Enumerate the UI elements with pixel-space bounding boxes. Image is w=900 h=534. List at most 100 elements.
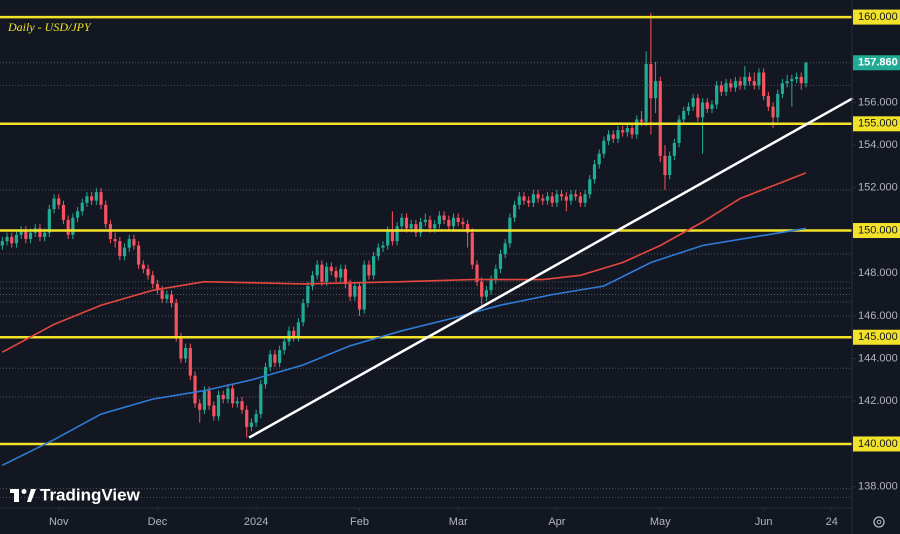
candle-body: [762, 72, 766, 97]
candle-body: [611, 134, 615, 139]
candle-body: [118, 241, 122, 257]
candle-body: [19, 230, 23, 235]
candle-body: [273, 354, 277, 363]
candle-body: [292, 330, 296, 338]
candle-body: [174, 303, 178, 338]
candle-body: [668, 155, 672, 176]
candle-body: [231, 388, 235, 404]
x-tick-label: May: [650, 516, 671, 528]
candle-body: [278, 350, 282, 363]
candle-body: [630, 128, 634, 135]
candle-body: [367, 264, 371, 276]
line-series: [1, 172, 807, 353]
candle-body: [226, 388, 230, 400]
candle-body: [550, 196, 554, 203]
candle-body: [362, 264, 366, 310]
candle-body: [381, 245, 385, 248]
candle-body: [52, 198, 56, 210]
candle-body: [254, 414, 258, 423]
candle-body: [404, 217, 409, 229]
candle-body: [390, 230, 394, 242]
candle-body: [301, 303, 305, 323]
candle-body: [127, 239, 131, 248]
brand-name: TradingView: [40, 485, 141, 504]
settings-icon[interactable]: [873, 516, 885, 528]
candle-body: [325, 266, 329, 282]
level-label: 155.000: [858, 118, 898, 130]
candle-body: [409, 224, 413, 229]
candle-body: [184, 347, 188, 359]
candle-body: [10, 236, 14, 244]
candle-body: [715, 85, 719, 105]
candle-body: [719, 85, 723, 92]
y-tick-label: 156.000: [858, 96, 898, 108]
candle-body: [545, 196, 550, 201]
candle-body: [353, 286, 357, 297]
candle-body: [536, 194, 540, 199]
candle-body: [428, 219, 432, 229]
candle-body: [122, 247, 127, 257]
candle-body: [691, 98, 695, 107]
candle-body: [329, 266, 333, 272]
candle-body: [456, 217, 460, 222]
last-price-label: 157.860: [858, 57, 898, 69]
candle-body: [306, 286, 310, 304]
candle-body: [752, 81, 756, 86]
candle-body: [799, 76, 803, 84]
line-series: [248, 97, 854, 439]
x-tick-label: Feb: [350, 516, 369, 528]
candle-body: [738, 81, 742, 86]
candle-body: [179, 337, 183, 359]
candle-body: [804, 62, 808, 84]
candle-body: [146, 268, 150, 276]
plot-area: [0, 12, 854, 498]
candle-body: [113, 239, 117, 242]
candle-body: [794, 76, 799, 79]
candle-body: [104, 204, 108, 225]
y-tick-label: 146.000: [858, 310, 898, 322]
candle-body: [559, 194, 564, 197]
candle-body: [334, 271, 338, 278]
candle-body: [315, 264, 319, 276]
candle-body: [414, 224, 418, 233]
candle-body: [588, 179, 592, 195]
candle-body: [0, 241, 4, 246]
candle-body: [339, 268, 343, 278]
candle-body: [216, 394, 221, 417]
candle-body: [188, 347, 192, 376]
x-tick-label: Nov: [49, 516, 69, 528]
candle-body: [198, 403, 202, 410]
candle-body: [85, 196, 89, 203]
candle-body: [80, 202, 84, 212]
candle-body: [616, 130, 620, 139]
candle-body: [151, 275, 155, 284]
candle-body: [583, 194, 587, 203]
candle-body: [38, 228, 42, 237]
candle-body: [141, 264, 145, 269]
candle-body: [447, 219, 451, 227]
candle-body: [418, 221, 423, 233]
y-tick-label: 154.000: [858, 139, 898, 151]
candle-body: [480, 281, 484, 297]
line-series: [1, 227, 807, 467]
candle-body: [47, 209, 51, 233]
level-label: 150.000: [858, 224, 898, 236]
candle-body: [517, 196, 521, 205]
candle-body: [700, 102, 705, 118]
candle-body: [245, 409, 249, 427]
candle-body: [71, 217, 75, 235]
candle-body: [207, 390, 211, 406]
candle-body: [747, 76, 752, 82]
candle-body: [564, 196, 568, 201]
level-label: 145.000: [858, 331, 898, 343]
candle-body: [437, 215, 441, 225]
candle-body: [790, 78, 794, 82]
candle-body: [66, 219, 70, 235]
brand-logo: TradingView: [10, 485, 141, 504]
y-tick-label: 142.000: [858, 395, 898, 407]
candle-body: [522, 196, 526, 201]
candle-body: [597, 153, 601, 165]
candle-body: [310, 275, 315, 287]
